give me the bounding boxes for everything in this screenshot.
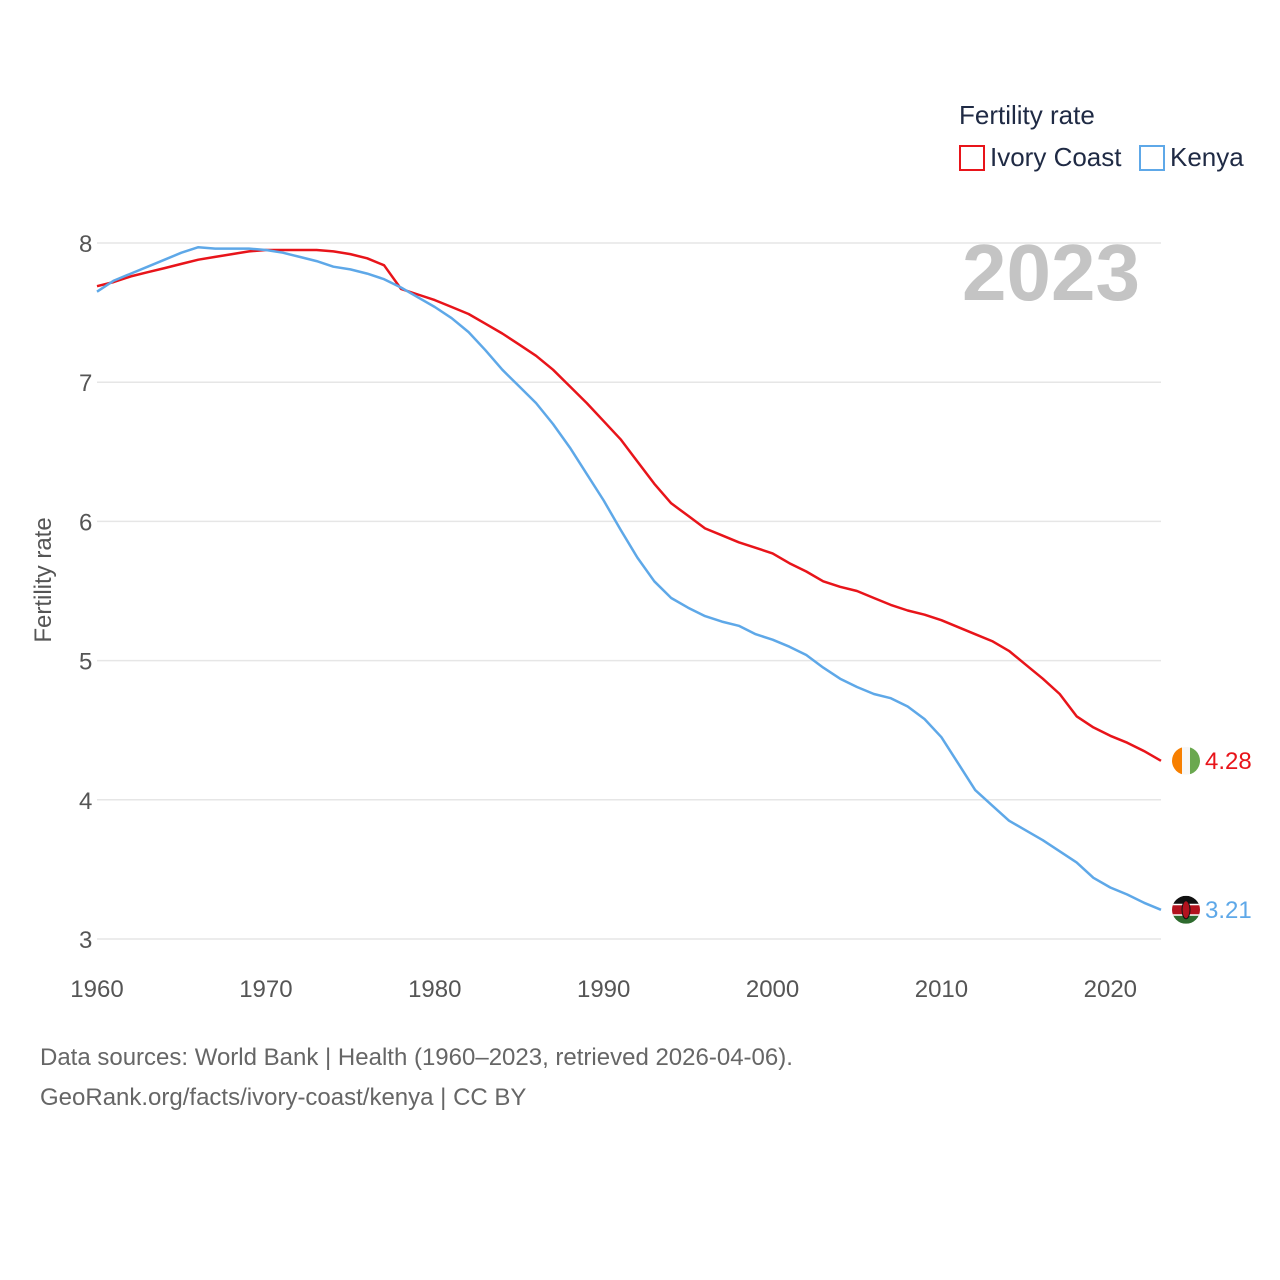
fertility-chart: 3 4 5 6 7 8 1960 1970 1980 1990 2000 2010 2020 Fert… <box>30 100 1252 1003</box>
legend-swatch-ivory-coast <box>959 145 985 171</box>
y-tick-label: 6 <box>79 509 92 536</box>
source-line-1: Data sources: World Bank | Health (1960–… <box>40 1044 793 1071</box>
series-lines <box>96 245 1162 911</box>
series-line-ivory-coast[interactable] <box>96 248 1162 762</box>
x-tick-label: 1990 <box>577 976 630 1003</box>
x-tick-label: 2010 <box>915 976 968 1003</box>
x-tick-label: 1980 <box>408 976 461 1003</box>
source-line-2[interactable]: GeoRank.org/facts/ivory-coast/kenya | CC… <box>40 1084 527 1111</box>
x-tick-label: 1960 <box>70 976 123 1003</box>
legend-label-ivory-coast: Ivory Coast <box>990 142 1122 172</box>
x-tick-label: 1970 <box>239 976 292 1003</box>
y-axis-title: Fertility rate <box>30 517 57 642</box>
end-value-label-kenya: 3.21 <box>1205 897 1252 924</box>
ivory-coast-flag-icon <box>1172 746 1200 775</box>
gridlines <box>97 242 1161 940</box>
legend[interactable]: Fertility rate Ivory Coast Kenya <box>959 100 1244 172</box>
y-tick-label: 3 <box>79 927 92 954</box>
legend-item-ivory-coast[interactable]: Ivory Coast <box>959 142 1122 172</box>
legend-label-kenya: Kenya <box>1170 142 1244 172</box>
x-axis-ticks: 1960 1970 1980 1990 2000 2010 2020 <box>70 976 1137 1003</box>
end-value-label-ivory-coast: 4.28 <box>1205 748 1252 775</box>
legend-swatch-kenya <box>1139 145 1165 171</box>
legend-item-kenya[interactable]: Kenya <box>1139 142 1244 172</box>
year-label: 2023 <box>962 228 1140 317</box>
y-tick-label: 5 <box>79 649 92 676</box>
series-end-markers: 4.28 3.21 <box>1172 746 1252 924</box>
y-tick-label: 8 <box>79 231 92 258</box>
kenya-flag-icon <box>1172 895 1200 924</box>
series-line-kenya[interactable] <box>96 245 1162 911</box>
y-axis-ticks: 3 4 5 6 7 8 <box>79 231 92 954</box>
legend-title: Fertility rate <box>959 100 1095 130</box>
x-tick-label: 2020 <box>1084 976 1137 1003</box>
x-tick-label: 2000 <box>746 976 799 1003</box>
y-tick-label: 7 <box>79 370 92 397</box>
y-tick-label: 4 <box>79 788 92 815</box>
